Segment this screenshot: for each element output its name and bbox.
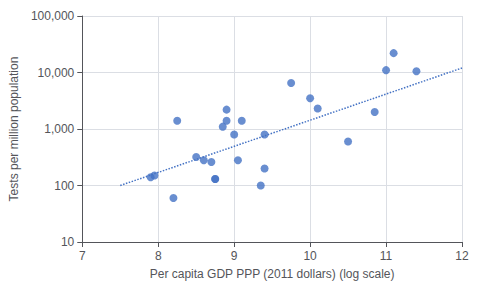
svg-text:12: 12 xyxy=(455,249,469,263)
svg-text:11: 11 xyxy=(380,249,393,263)
svg-text:100: 100 xyxy=(54,179,74,193)
svg-text:10,000: 10,000 xyxy=(38,66,75,80)
svg-text:1,000: 1,000 xyxy=(44,122,74,136)
svg-text:Per capita GDP PPP (2011 dolla: Per capita GDP PPP (2011 dollars) (log s… xyxy=(150,267,395,281)
svg-text:7: 7 xyxy=(79,249,86,263)
svg-text:8: 8 xyxy=(155,249,162,263)
svg-text:10: 10 xyxy=(61,235,75,249)
svg-text:9: 9 xyxy=(231,249,238,263)
svg-text:Tests per million population: Tests per million population xyxy=(7,57,21,202)
svg-text:10: 10 xyxy=(303,249,317,263)
svg-text:100,000: 100,000 xyxy=(31,9,75,23)
